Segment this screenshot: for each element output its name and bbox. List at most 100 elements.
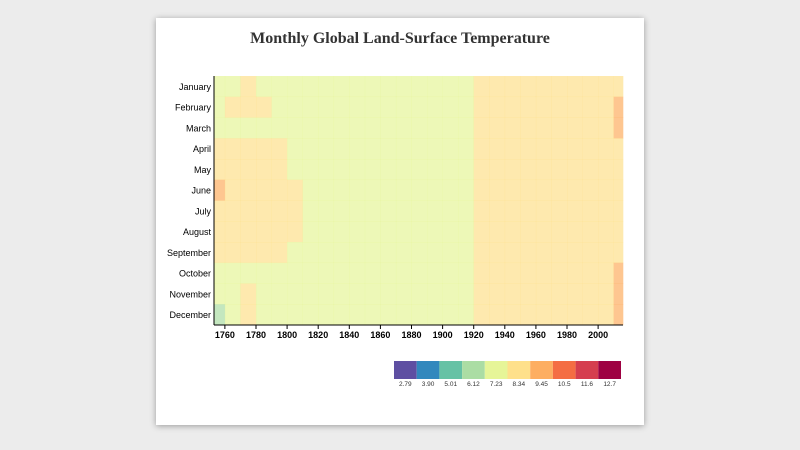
heatmap-cell [349, 200, 366, 222]
heatmap-cell [395, 304, 412, 326]
heatmap-cell [473, 242, 490, 264]
heatmap-cell [380, 262, 397, 284]
heatmap-cell [224, 242, 241, 264]
heatmap-cell [535, 159, 552, 181]
heatmap-cell [333, 159, 350, 181]
heatmap-cell [214, 96, 226, 118]
x-tick-label: 1880 [401, 330, 421, 340]
heatmap-cell [613, 159, 624, 181]
x-tick-label: 1840 [339, 330, 359, 340]
heatmap-cell [427, 179, 443, 201]
heatmap-cells [214, 76, 624, 326]
heatmap-cell [613, 221, 624, 243]
heatmap-cell [551, 76, 568, 98]
legend-label: 5.01 [444, 381, 457, 388]
heatmap-cell [598, 76, 614, 98]
heatmap-cell [287, 159, 303, 181]
x-tick-label: 1940 [495, 330, 515, 340]
heatmap-cell [333, 242, 350, 264]
heatmap-cell [567, 242, 583, 264]
heatmap-cell [427, 304, 443, 326]
x-tick-label: 1800 [277, 330, 297, 340]
heatmap-cell [333, 200, 350, 222]
heatmap-cell [302, 200, 319, 222]
heatmap-cell [214, 283, 226, 305]
heatmap-cell [380, 242, 397, 264]
heatmap-cell [411, 221, 428, 243]
heatmap-cell [427, 159, 443, 181]
heatmap-cell [442, 242, 459, 264]
heatmap-cell [458, 138, 475, 160]
heatmap-cell [473, 221, 490, 243]
heatmap-cell [224, 76, 241, 98]
heatmap-cell [240, 283, 257, 305]
x-tick-label: 1760 [215, 330, 235, 340]
x-tick-label: 2000 [588, 330, 608, 340]
heatmap-cell [318, 76, 335, 98]
heatmap-cell [271, 117, 288, 139]
heatmap-cell [613, 283, 624, 305]
heatmap-cell [395, 76, 412, 98]
heatmap-cell [364, 117, 381, 139]
heatmap-cell [520, 117, 537, 139]
heatmap-cell [318, 179, 335, 201]
heatmap-cell [349, 117, 366, 139]
heatmap-cell [504, 138, 521, 160]
heatmap-cell [489, 179, 506, 201]
heatmap-cell [551, 262, 568, 284]
heatmap-cell [489, 242, 506, 264]
heatmap-cell [255, 304, 272, 326]
heatmap-cell [411, 179, 428, 201]
heatmap-cell [380, 96, 397, 118]
heatmap-cell [551, 304, 568, 326]
heatmap-cell [567, 76, 583, 98]
heatmap-cell [582, 304, 599, 326]
heatmap-cell [318, 138, 335, 160]
legend-label: 12.7 [603, 381, 616, 388]
heatmap-cell [240, 221, 257, 243]
legend-label: 3.90 [422, 381, 435, 388]
heatmap-cell [287, 242, 303, 264]
heatmap-cell [489, 159, 506, 181]
heatmap-cell [349, 221, 366, 243]
heatmap-cell [520, 138, 537, 160]
heatmap-cell [287, 138, 303, 160]
heatmap-cell [489, 138, 506, 160]
heatmap-cell [255, 159, 272, 181]
heatmap-cell [442, 96, 459, 118]
heatmap-cell [240, 242, 257, 264]
heatmap-cell [427, 76, 443, 98]
heatmap-cell [411, 117, 428, 139]
heatmap-cell [411, 76, 428, 98]
legend-label: 11.6 [581, 381, 594, 388]
y-tick-label: November [169, 289, 211, 299]
heatmap-cell [240, 159, 257, 181]
heatmap-cell [214, 117, 226, 139]
heatmap-cell [240, 76, 257, 98]
heatmap-cell [255, 117, 272, 139]
legend-label: 9.45 [535, 381, 548, 388]
heatmap-cell [302, 304, 319, 326]
heatmap-cell [364, 200, 381, 222]
legend-label: 6.12 [467, 381, 480, 388]
heatmap-cell [287, 179, 303, 201]
heatmap-cell [504, 96, 521, 118]
heatmap-cell [214, 200, 226, 222]
legend-swatch [394, 361, 417, 379]
y-tick-label: March [186, 123, 211, 133]
heatmap-cell [567, 283, 583, 305]
y-tick-label: January [179, 82, 212, 92]
heatmap-cell [504, 304, 521, 326]
heatmap-cell [240, 179, 257, 201]
legend-label: 10.5 [558, 381, 571, 388]
heatmap-cell [287, 96, 303, 118]
heatmap-cell [567, 96, 583, 118]
heatmap-cell [271, 200, 288, 222]
heatmap-cell [520, 96, 537, 118]
heatmap-cell [473, 159, 490, 181]
heatmap-cell [442, 200, 459, 222]
heatmap-cell [240, 304, 257, 326]
heatmap-cell [535, 242, 552, 264]
chart-title: Monthly Global Land-Surface Temperature [250, 30, 550, 47]
heatmap-cell [224, 304, 241, 326]
